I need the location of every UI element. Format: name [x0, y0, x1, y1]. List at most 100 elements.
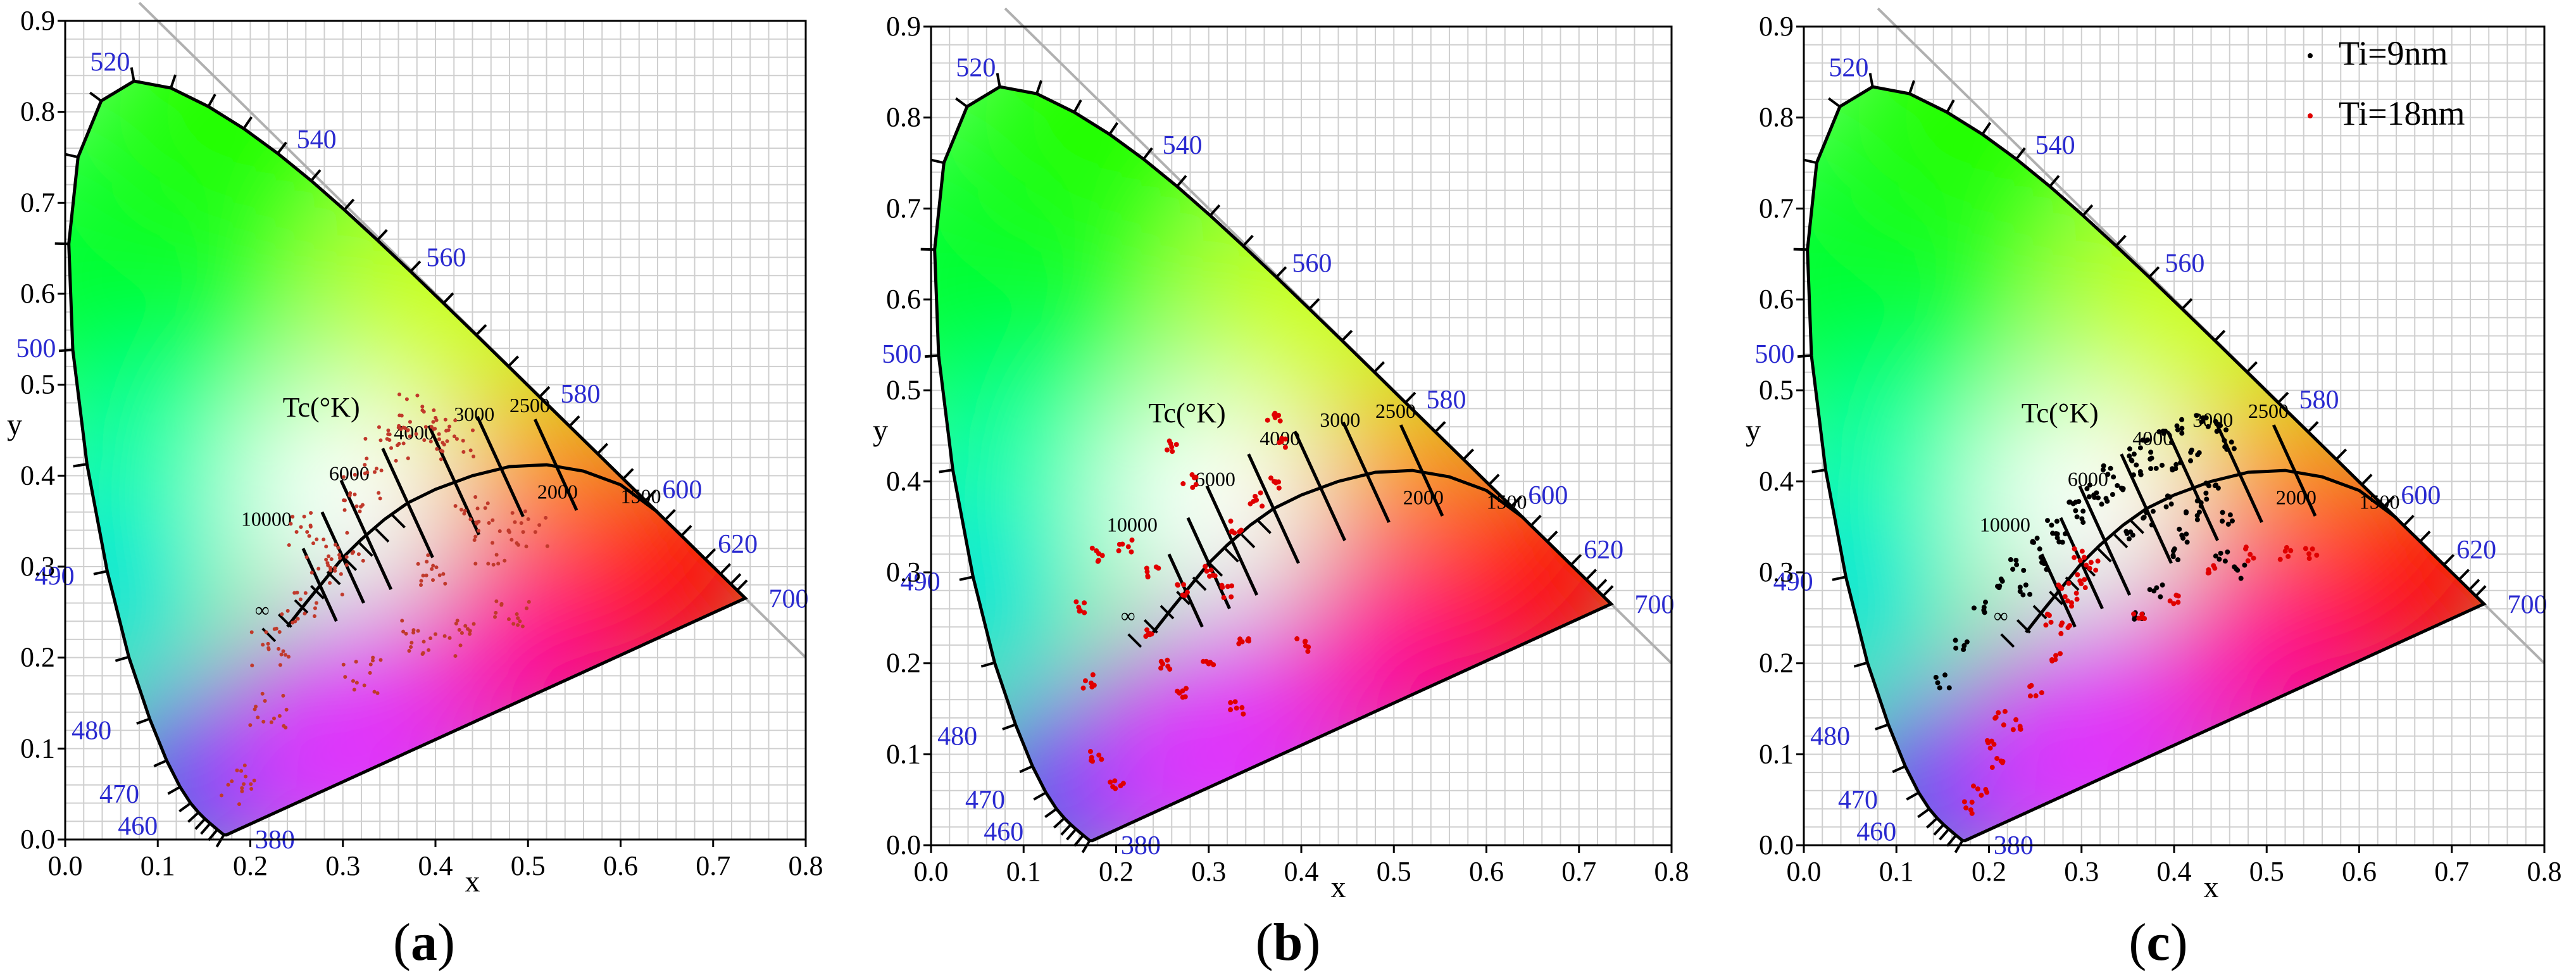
data-point	[1108, 779, 1113, 785]
data-point	[2053, 531, 2059, 537]
data-point	[2063, 531, 2068, 537]
wavelength-label-500: 500	[882, 340, 922, 369]
y-tick-label: 0.2	[886, 648, 921, 679]
data-point	[2216, 557, 2222, 562]
data-point	[1294, 636, 1300, 641]
y-tick-label: 0.8	[886, 102, 921, 133]
cct-label: 1500	[1487, 490, 1527, 513]
y-tick-label: 0.7	[886, 192, 921, 223]
locus-tick	[596, 443, 609, 455]
data-point	[435, 447, 439, 451]
data-point	[499, 603, 504, 607]
data-point	[266, 641, 270, 646]
data-point	[240, 786, 244, 790]
locus-tick	[194, 818, 206, 830]
data-point	[2020, 592, 2026, 598]
locus-tick	[2403, 515, 2415, 527]
locus-tick	[996, 73, 1001, 87]
data-point	[353, 492, 357, 496]
data-point	[291, 515, 295, 519]
x-tick-label: 0.5	[1377, 856, 1411, 887]
data-point	[2126, 536, 2132, 542]
data-point	[537, 523, 542, 527]
data-point	[1180, 592, 1185, 598]
data-point	[261, 719, 266, 724]
data-point	[442, 634, 447, 638]
data-point	[1953, 645, 1959, 651]
data-point	[2076, 499, 2082, 505]
data-point	[496, 562, 501, 566]
locus-tick	[1546, 531, 1558, 543]
data-point	[1089, 545, 1095, 551]
isotemperature-line	[533, 418, 578, 511]
data-point	[292, 591, 297, 595]
data-point	[410, 641, 414, 645]
planckian-tick	[2113, 534, 2129, 549]
cct-label: 10000	[1107, 513, 1158, 536]
data-point	[401, 629, 406, 634]
isotemperature-line	[427, 425, 481, 536]
locus-tick	[167, 786, 181, 795]
data-point	[2163, 429, 2168, 434]
data-point	[1180, 481, 1186, 486]
locus-tick	[2277, 391, 2289, 404]
data-point	[1961, 646, 1966, 652]
data-point	[2288, 548, 2294, 553]
x-tick-label: 0.3	[1191, 856, 1226, 887]
data-point	[1997, 583, 2003, 589]
locus-tick	[310, 169, 322, 182]
data-point	[473, 562, 478, 566]
data-point	[1961, 799, 1967, 805]
data-point	[294, 530, 299, 534]
data-point	[2129, 458, 2135, 463]
spectral-locus	[67, 79, 748, 837]
locus-tick	[1044, 808, 1058, 819]
data-point	[2037, 546, 2042, 552]
data-point	[278, 663, 282, 667]
locus-tick	[1242, 234, 1254, 247]
data-point	[423, 425, 428, 429]
wavelength-label-520: 520	[956, 54, 996, 83]
data-point	[2023, 582, 2029, 588]
data-point	[322, 538, 326, 542]
data-point	[345, 531, 349, 535]
legend: Ti=9nm Ti=18nm	[2308, 34, 2465, 132]
data-point	[277, 630, 282, 634]
data-point	[431, 563, 435, 568]
data-point	[1933, 674, 1939, 680]
y-tick-label: 0.3	[1759, 557, 1794, 588]
data-point	[2017, 584, 2023, 590]
locus-tick	[343, 198, 355, 211]
planckian-tick	[310, 584, 325, 600]
data-point	[428, 439, 433, 444]
data-point	[386, 432, 391, 436]
locus-tick	[170, 74, 177, 89]
data-point	[2066, 500, 2072, 505]
data-point	[2000, 758, 2006, 764]
data-point	[2285, 553, 2291, 559]
locus-tick	[1917, 808, 1930, 819]
data-point	[248, 723, 253, 727]
planckian-tick	[2000, 633, 2015, 648]
data-point	[516, 543, 520, 547]
data-point	[2314, 552, 2320, 558]
data-point	[1183, 686, 1189, 691]
locus-tick	[89, 91, 103, 103]
y-axis-label: y	[7, 408, 22, 442]
data-point	[2080, 508, 2086, 514]
wavelength-label-560: 560	[426, 244, 466, 273]
data-point	[2095, 558, 2101, 564]
data-point	[462, 512, 466, 516]
wavelength-label-520: 520	[90, 48, 130, 77]
data-point	[2072, 555, 2077, 560]
data-point	[2065, 625, 2071, 631]
data-point	[351, 550, 356, 554]
data-point	[252, 778, 256, 783]
isotemperature-line	[2059, 517, 2104, 610]
data-point	[1979, 793, 1984, 798]
data-point	[2196, 509, 2202, 515]
data-point	[385, 437, 389, 441]
data-point	[263, 699, 267, 703]
data-point	[422, 639, 426, 644]
data-point	[439, 457, 443, 462]
